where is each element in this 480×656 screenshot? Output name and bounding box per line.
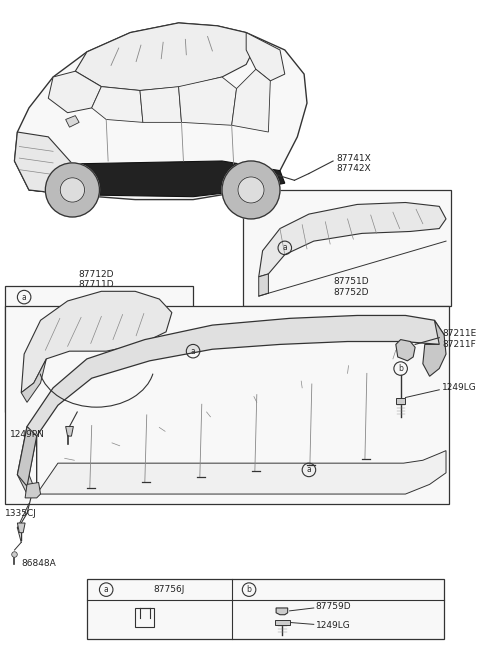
- Bar: [5, 287, 193, 412]
- Polygon shape: [140, 87, 181, 123]
- Text: 87742X: 87742X: [336, 164, 371, 173]
- Polygon shape: [36, 436, 446, 494]
- Polygon shape: [17, 426, 36, 486]
- Polygon shape: [14, 23, 307, 199]
- Text: 1249LG: 1249LG: [316, 621, 350, 630]
- Text: a: a: [307, 465, 312, 474]
- Polygon shape: [66, 426, 73, 436]
- Bar: [5, 306, 449, 504]
- Text: 87211F: 87211F: [442, 340, 476, 349]
- Text: a: a: [104, 585, 108, 594]
- Circle shape: [238, 177, 264, 203]
- Text: 1335CJ: 1335CJ: [5, 509, 36, 518]
- Polygon shape: [396, 340, 415, 361]
- Text: b: b: [247, 585, 252, 594]
- Bar: [87, 579, 444, 639]
- Polygon shape: [17, 475, 36, 494]
- Circle shape: [60, 178, 84, 202]
- Bar: [243, 190, 451, 306]
- Text: 86848A: 86848A: [21, 559, 56, 568]
- Text: 87711D: 87711D: [79, 280, 114, 289]
- Polygon shape: [275, 619, 289, 625]
- Polygon shape: [276, 608, 288, 615]
- Polygon shape: [179, 77, 237, 125]
- Text: a: a: [191, 346, 195, 356]
- Polygon shape: [259, 203, 446, 277]
- Text: 1249LG: 1249LG: [442, 383, 477, 392]
- Text: a: a: [22, 293, 26, 302]
- Text: 87752D: 87752D: [333, 288, 369, 297]
- Text: a: a: [282, 243, 287, 253]
- Text: 87759D: 87759D: [316, 602, 351, 611]
- Polygon shape: [14, 132, 72, 195]
- Polygon shape: [396, 398, 406, 404]
- Polygon shape: [259, 274, 268, 296]
- Polygon shape: [29, 161, 285, 197]
- Polygon shape: [66, 115, 79, 127]
- Polygon shape: [246, 33, 285, 81]
- Polygon shape: [423, 320, 446, 377]
- Text: 87712D: 87712D: [79, 270, 114, 279]
- Polygon shape: [75, 23, 256, 91]
- Polygon shape: [25, 482, 40, 498]
- Circle shape: [46, 163, 99, 217]
- Polygon shape: [48, 72, 101, 113]
- Polygon shape: [17, 316, 444, 475]
- Text: 87756J: 87756J: [153, 585, 185, 594]
- Polygon shape: [21, 291, 172, 393]
- Circle shape: [222, 161, 280, 219]
- Text: b: b: [398, 364, 403, 373]
- Text: 87211E: 87211E: [442, 329, 477, 338]
- Text: 1249PN: 1249PN: [10, 430, 45, 439]
- Text: 87741X: 87741X: [336, 154, 371, 163]
- Polygon shape: [232, 70, 270, 132]
- Polygon shape: [17, 523, 25, 533]
- Polygon shape: [92, 87, 143, 123]
- Polygon shape: [21, 359, 47, 402]
- Text: 87751D: 87751D: [333, 277, 369, 286]
